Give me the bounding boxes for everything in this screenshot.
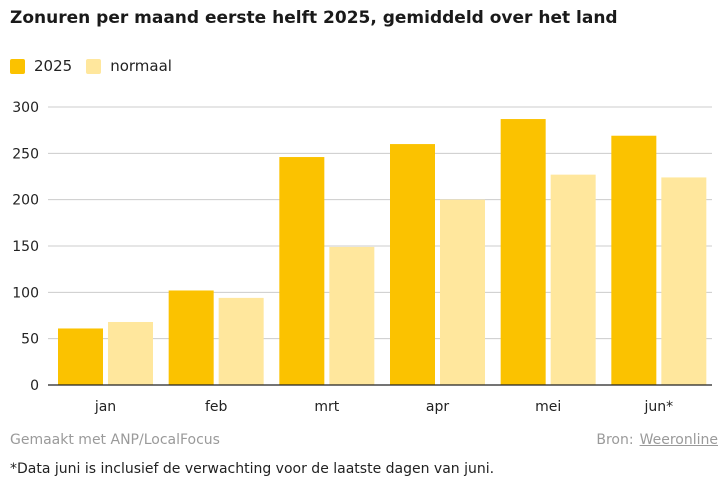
y-tick-label-0: 0 [30,378,39,394]
made-with-credit: Gemaakt met ANP/LocalFocus [10,432,220,448]
x-tick-label-mei: mei [535,399,561,415]
bar-normaal-mei[interactable] [550,174,596,385]
legend-label-normaal: normaal [110,57,172,75]
bar-normaal-feb[interactable] [218,297,264,385]
bar-normaal-apr[interactable] [440,199,485,385]
y-tick-label-200: 200 [12,193,39,209]
bar-chart: 0 50 100 150 200 250 300 jan feb mrt apr mei jun* [12,100,712,415]
bar-normaal-mrt[interactable] [329,246,375,385]
bar-normaal-jan[interactable] [108,321,153,385]
footnote: *Data juni is inclusief de verwachting v… [10,461,495,477]
source-credit: Bron: Weeronline [596,432,718,448]
x-tick-label-jan: jan [94,399,116,415]
y-tick-label-50: 50 [21,332,39,348]
y-tick-label-100: 100 [12,285,39,301]
legend-swatch-2025 [10,58,25,74]
x-tick-label-mrt: mrt [314,399,339,415]
y-tick-label-250: 250 [12,146,39,162]
source-link[interactable]: Weeronline [639,432,718,448]
chart-title: Zonuren per maand eerste helft 2025, gem… [10,8,618,28]
chart-legend: 2025 normaal [10,57,186,75]
legend-swatch-normaal [86,58,102,74]
bar-2025-jun[interactable] [611,135,657,385]
legend-label-2025: 2025 [34,57,73,75]
bar-2025-feb[interactable] [168,290,214,385]
x-tick-label-feb: feb [205,399,228,415]
y-tick-label-300: 300 [12,100,39,116]
source-label: Bron: [596,432,634,448]
bar-2025-mrt[interactable] [279,157,325,385]
legend-item-2025[interactable]: 2025 [10,57,72,75]
y-tick-label-150: 150 [12,239,39,255]
bar-normaal-jun[interactable] [661,177,707,385]
bar-2025-jan[interactable] [58,328,103,385]
bar-2025-apr[interactable] [390,144,435,385]
legend-item-normaal[interactable]: normaal [86,57,172,75]
bar-2025-mei[interactable] [500,119,546,386]
x-tick-label-apr: apr [426,399,449,415]
x-tick-label-jun: jun* [644,399,674,415]
